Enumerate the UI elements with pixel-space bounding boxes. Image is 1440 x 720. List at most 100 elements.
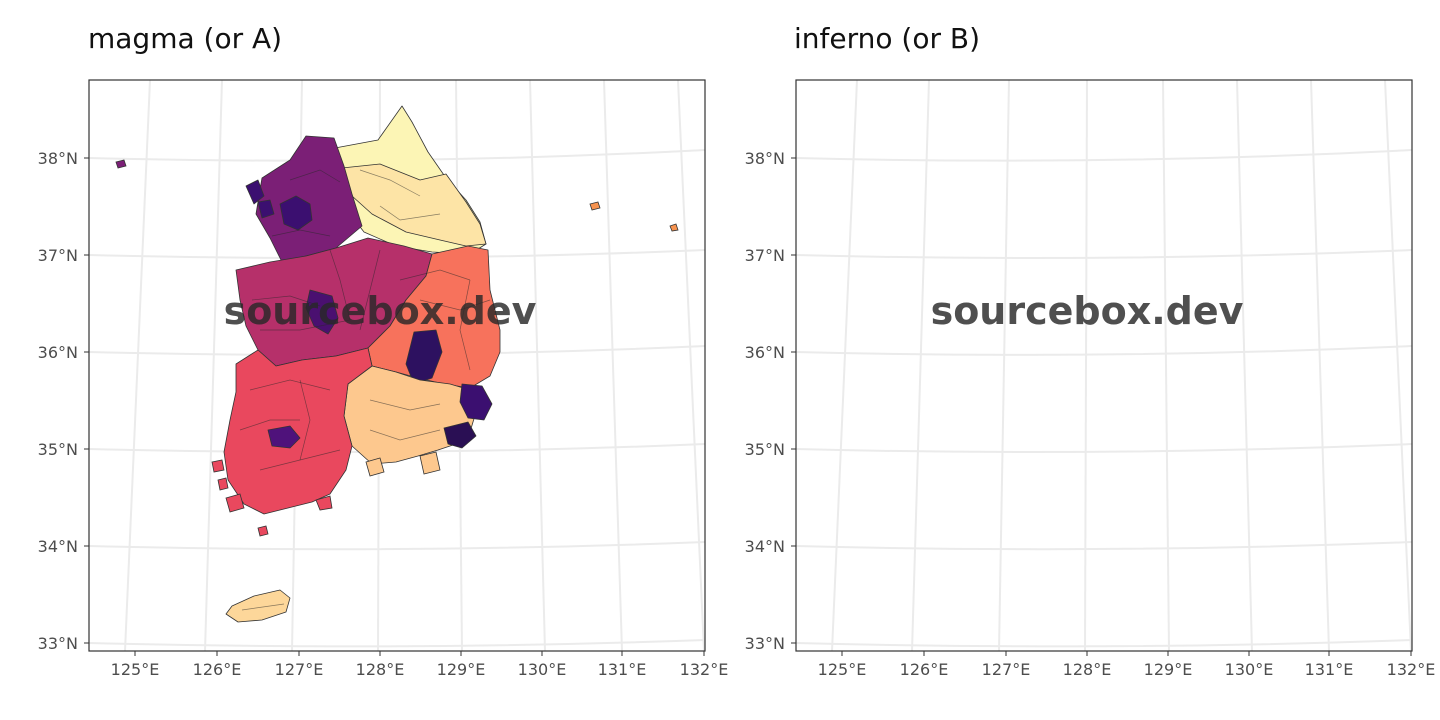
watermark-text: sourcebox.dev [931,289,1244,333]
region-ulsan [1167,384,1199,420]
y-tick-label: 38°N [745,149,785,168]
island-capital [115,159,127,169]
y-tick-label: 36°N [745,343,785,362]
watermark-text: sourcebox.dev [224,289,537,333]
y-tick-label: 33°N [38,634,78,653]
meridian-line [603,80,623,651]
x-tick-label: 127°E [982,660,1031,679]
panel-title-inferno: inferno (or B) [794,22,981,55]
y-tick-label: 37°N [745,246,785,265]
county-border [359,169,421,197]
x-tick-label: 131°E [1305,660,1354,679]
island-gyeongnam [365,457,385,477]
x-tick-label: 128°E [1063,660,1112,679]
county-border [239,419,300,431]
island-gyeongnam [1073,458,1091,476]
island-dokdo [1377,224,1385,231]
x-tick-label: 125°E [818,660,867,679]
region-jeju [933,590,997,622]
x-tick-label: 131°E [598,660,647,679]
panel-frame [795,79,1413,652]
region-capital [963,136,1069,262]
island-dokdo [669,223,679,232]
county-border [369,429,441,441]
region-layer [115,105,679,623]
region-gangwon [1042,106,1193,254]
x-tick-label: 129°E [437,660,486,679]
y-tick-label: 34°N [38,537,78,556]
county-border [379,205,441,221]
county-border [1077,400,1147,410]
panel-title-magma: magma (or A) [88,22,283,55]
region-capital [255,135,363,263]
meridian-line [911,80,930,651]
y-tick-label: 37°N [38,246,78,265]
map-panel-magma: 38°N 37°N 36°N 35°N 34°N 33°N 125°E 126°E 127°E 1… [38,79,728,679]
parallel-line [796,345,1412,356]
county-border [241,603,285,611]
county-border [369,399,441,411]
panel-frame [88,79,706,652]
x-tick-label: 126°E [193,660,242,679]
y-tick-label: 35°N [745,440,785,459]
graticule [796,80,1412,651]
county-border [329,249,351,321]
island-jeolla [965,526,975,536]
x-tick-label: 130°E [1225,660,1274,679]
y-tick-label: 34°N [745,537,785,556]
county-border [1067,170,1127,196]
meridian-line [529,80,546,651]
y-tick-label: 33°N [745,634,785,653]
region-daejeon [305,289,339,335]
region-jeju [225,589,291,623]
island-jeolla [225,493,245,513]
island-gyeongnam [419,451,441,475]
parallel-line [796,249,1412,260]
parallel-line [796,639,1412,648]
region-gangwon_south [341,163,487,247]
island-gyeongnam [1127,452,1147,474]
region-jeolla [223,347,373,515]
region-seoul [257,199,275,219]
region-seoul [279,195,313,231]
meridian-line [204,80,223,651]
county-border [979,230,1037,236]
county-border [459,279,471,371]
x-tick-label: 127°E [275,660,324,679]
parallel-line [89,639,705,648]
island-jeolla [315,495,333,511]
county-border [289,169,341,183]
island-dokdo [1297,202,1307,210]
island-capital [823,160,833,168]
parallel-line [796,149,1412,162]
county-border [957,380,1037,390]
county-border [251,295,321,307]
meridian-line [1084,80,1088,651]
county-border [271,229,331,237]
meridian-line [1162,80,1170,651]
county-border [1077,430,1147,440]
county-border [949,604,991,610]
county-border [1107,270,1177,280]
meridian-line [1310,80,1330,651]
meridian-line [1384,80,1412,651]
x-tick-label: 125°E [111,660,160,679]
region-gyeongnam [1051,366,1183,464]
parallel-line [796,443,1412,454]
meridian-line [1236,80,1253,651]
island-jeolla [919,460,931,472]
parallel-line [796,541,1412,551]
island-dokdo [589,201,601,211]
region-ulsan [459,383,493,421]
region-gangwon_south [1049,164,1193,246]
region-seoul [987,196,1019,230]
island-jeolla [211,459,225,473]
map-panel-inferno: 38°N 37°N 36°N 35°N 34°N 33°N 125°E 126°E 127°E 1… [745,79,1435,679]
y-tick-label: 38°N [38,149,78,168]
island-jeolla [1023,496,1039,510]
meridian-line [831,80,858,651]
y-tick-label: 36°N [38,343,78,362]
county-border [299,379,311,461]
meridian-line [998,80,1010,651]
county-border [249,379,331,391]
